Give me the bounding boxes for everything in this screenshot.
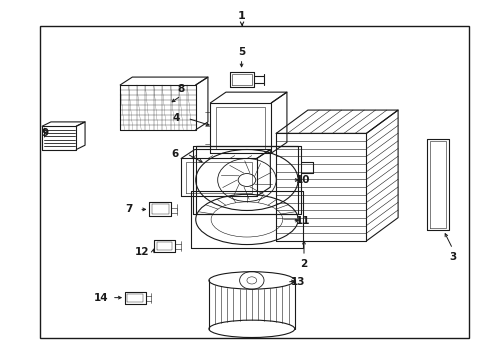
Text: 8: 8 [177, 84, 184, 94]
Text: 11: 11 [295, 216, 309, 226]
Text: 1: 1 [238, 12, 245, 22]
Text: 2: 2 [300, 259, 307, 269]
Text: 6: 6 [171, 149, 179, 159]
Text: 9: 9 [41, 128, 48, 138]
Text: 12: 12 [135, 247, 149, 257]
Bar [40, 26, 468, 338]
Text: 10: 10 [295, 175, 309, 185]
Text: 7: 7 [124, 204, 132, 215]
Text: 4: 4 [172, 113, 180, 123]
Text: 3: 3 [448, 252, 455, 262]
Text: 13: 13 [290, 277, 305, 287]
Text: 5: 5 [238, 46, 244, 57]
Text: 14: 14 [93, 293, 108, 303]
